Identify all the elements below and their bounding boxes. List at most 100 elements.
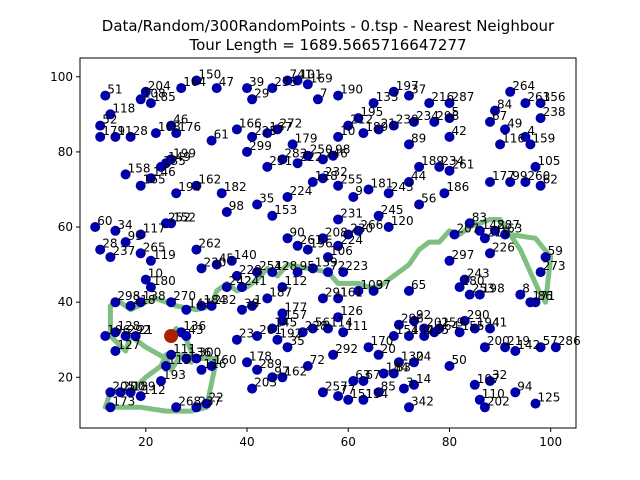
node-label: 741 — [290, 68, 313, 82]
node-label: 10 — [340, 124, 355, 138]
tour-node — [226, 255, 237, 266]
tour-node — [135, 94, 146, 105]
tour-node — [221, 282, 232, 293]
tour-node — [444, 131, 455, 142]
tour-node — [419, 323, 430, 334]
node-label: 170 — [371, 334, 394, 348]
node-label: 197 — [396, 79, 419, 93]
tour-node — [409, 379, 419, 390]
tour-node — [277, 154, 288, 165]
tour-node — [333, 391, 344, 402]
tour-node — [120, 331, 131, 341]
tour-node — [398, 383, 409, 394]
tour-node — [196, 263, 207, 274]
tour-node — [368, 285, 379, 296]
x-tick-label: 60 — [341, 435, 356, 449]
tour-node — [388, 120, 399, 131]
y-tick-label: 100 — [50, 70, 73, 84]
node-label: 232 — [325, 165, 348, 179]
node-label: 226 — [492, 240, 515, 254]
node-label: 118 — [112, 101, 135, 115]
tour-node — [459, 274, 470, 285]
tour-node — [247, 383, 258, 394]
tour-node — [312, 94, 323, 105]
tour-node — [500, 229, 511, 240]
tour-node — [161, 361, 171, 371]
node-label: 98 — [229, 199, 244, 213]
tour-node — [196, 300, 207, 311]
y-tick-label: 20 — [58, 370, 73, 384]
node-label: 272 — [279, 116, 302, 130]
tour-node — [333, 240, 344, 251]
node-label: 219 — [507, 334, 530, 348]
node-label: 181 — [371, 177, 394, 191]
tour-node — [262, 128, 273, 139]
node-label: 202 — [487, 394, 510, 408]
node-label: 263 — [527, 90, 550, 104]
tour-node — [247, 131, 258, 142]
node-label: 162 — [284, 364, 307, 378]
tour-node — [333, 180, 344, 191]
tour-node — [510, 346, 521, 356]
node-label: 89 — [411, 131, 426, 145]
node-label: 237 — [112, 244, 135, 258]
tour-node — [181, 353, 192, 364]
tour-node — [277, 282, 288, 293]
node-label: 177 — [284, 300, 307, 314]
tour-node — [252, 331, 263, 341]
node-label: 148 — [482, 218, 505, 232]
tour-node — [449, 229, 460, 240]
tour-node — [505, 86, 516, 97]
node-label: 237 — [198, 394, 221, 408]
tour-node — [404, 177, 414, 187]
tour-nodes — [90, 75, 561, 413]
node-label: 292 — [128, 323, 151, 337]
tour-node — [353, 225, 364, 236]
tour-node — [429, 116, 440, 127]
node-label: 5 — [452, 105, 460, 119]
tour-node — [171, 402, 182, 413]
node-label: 203 — [254, 376, 277, 390]
tour-node — [181, 331, 192, 341]
node-label: 196 — [107, 323, 130, 337]
node-label: 243 — [467, 267, 490, 281]
node-label: 154 — [396, 323, 419, 337]
tour-node — [333, 90, 344, 101]
tour-node — [292, 240, 303, 251]
node-label: 241 — [244, 274, 267, 288]
node-label: 234 — [441, 154, 464, 168]
tour-node — [510, 387, 521, 398]
tour-node — [287, 139, 298, 150]
node-label: 160 — [214, 353, 237, 367]
node-label: 184 — [204, 293, 227, 307]
tour-node — [166, 349, 177, 360]
tour-node — [120, 169, 131, 180]
node-label: 216 — [431, 90, 454, 104]
tour-node — [292, 75, 303, 86]
node-label: 46 — [173, 113, 188, 127]
tour-node — [262, 293, 273, 304]
node-label: 182 — [224, 180, 247, 194]
tour-node — [358, 394, 369, 405]
node-label: 232 — [214, 293, 237, 307]
x-tick-label: 20 — [138, 435, 153, 449]
tour-node — [464, 218, 475, 229]
node-label: 224 — [340, 233, 363, 247]
tour-node — [353, 113, 364, 124]
node-label: 289 — [259, 357, 282, 371]
node-label: 178 — [249, 349, 272, 363]
node-label: 22 — [209, 391, 224, 405]
tour-node — [444, 361, 455, 371]
node-label: 136 — [183, 319, 206, 333]
node-label: 199 — [173, 146, 196, 160]
tour-node — [267, 372, 278, 383]
tour-node — [373, 124, 384, 135]
tour-node — [474, 394, 485, 405]
node-label: 56 — [315, 316, 330, 330]
tour-node — [135, 229, 146, 240]
tour-node — [373, 387, 384, 398]
tour-node — [115, 387, 126, 398]
tour-node — [247, 300, 258, 311]
node-label: 265 — [143, 240, 166, 254]
node-label: 185 — [153, 90, 176, 104]
